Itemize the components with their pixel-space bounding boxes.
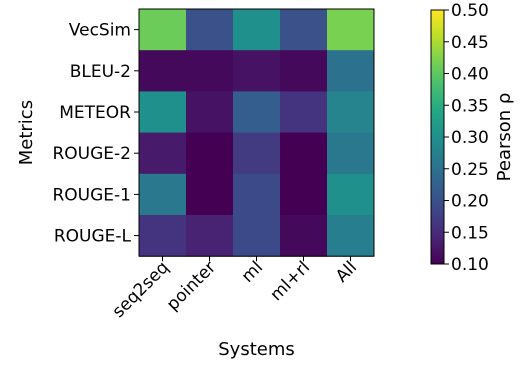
heatmap-cell (139, 215, 187, 257)
heatmap-cell (233, 215, 281, 257)
y-tick-label: ROUGE-1 (52, 185, 131, 205)
colorbar-tick-label: 0.50 (451, 1, 489, 21)
heatmap-cell (327, 9, 375, 51)
x-tick-label: ml (238, 258, 267, 287)
heatmap-cell (280, 132, 328, 175)
heatmap-cell (327, 132, 375, 175)
heatmap-cell (186, 50, 234, 92)
heatmap-cell (139, 132, 187, 175)
heatmap-cell (186, 215, 234, 257)
y-tick-label: METEOR (59, 103, 131, 123)
colorbar-tick-label: 0.10 (451, 255, 489, 275)
heatmap-cell (327, 91, 375, 134)
heatmap-cell (280, 173, 328, 216)
y-tick-label: VecSim (69, 21, 131, 41)
heatmap-cell (233, 9, 281, 51)
heatmap-cell (233, 173, 281, 216)
heatmap-cell (186, 132, 234, 175)
heatmap-cell (280, 91, 328, 134)
colorbar-tick-label: 0.35 (451, 96, 489, 116)
colorbar-tick-label: 0.20 (451, 192, 489, 212)
colorbar-label: Pearson ρ (494, 93, 515, 182)
heatmap-cell (139, 9, 187, 51)
heatmap-cell (327, 215, 375, 257)
x-tick-label: All (332, 258, 361, 287)
heatmap-cell (233, 50, 281, 92)
colorbar-tick-label: 0.15 (451, 223, 489, 243)
x-tick-label: ml+rl (266, 258, 314, 306)
heatmap-cell (327, 173, 375, 216)
y-axis-label: Metrics (16, 100, 37, 165)
heatmap-cells (139, 9, 375, 257)
colorbar-tick-label: 0.30 (451, 128, 489, 148)
colorbar (430, 9, 445, 265)
x-tick-label: seq2seq (109, 258, 173, 322)
x-axis-label: Systems (218, 339, 295, 360)
y-tick-label: ROUGE-2 (52, 144, 131, 164)
heatmap-cell (233, 132, 281, 175)
colorbar-tick-label: 0.25 (451, 160, 489, 180)
heatmap-cell (139, 91, 187, 134)
colorbar-tick-label: 0.45 (451, 33, 489, 53)
heatmap-cell (186, 173, 234, 216)
heatmap-cell (280, 9, 328, 51)
heatmap-cell (280, 50, 328, 92)
heatmap-cell (233, 91, 281, 134)
colorbar-ticks: 0.10 0.15 0.20 0.25 0.30 0.35 0.40 0.45 0.50 (444, 1, 489, 275)
x-tick-label: pointer (163, 258, 220, 315)
y-axis-ticks: VecSim BLEU-2 METEOR ROUGE-2 ROUGE-1 ROUGE-L (52, 21, 139, 247)
heatmap-cell (186, 9, 234, 51)
heatmap-cell (280, 215, 328, 257)
heatmap-cell (139, 173, 187, 216)
heatmap-cell (186, 91, 234, 134)
colorbar-tick-label: 0.40 (451, 65, 489, 85)
y-tick-label: BLEU-2 (70, 62, 131, 82)
heatmap-cell (139, 50, 187, 92)
y-tick-label: ROUGE-L (54, 227, 132, 247)
heatmap-cell (327, 50, 375, 92)
